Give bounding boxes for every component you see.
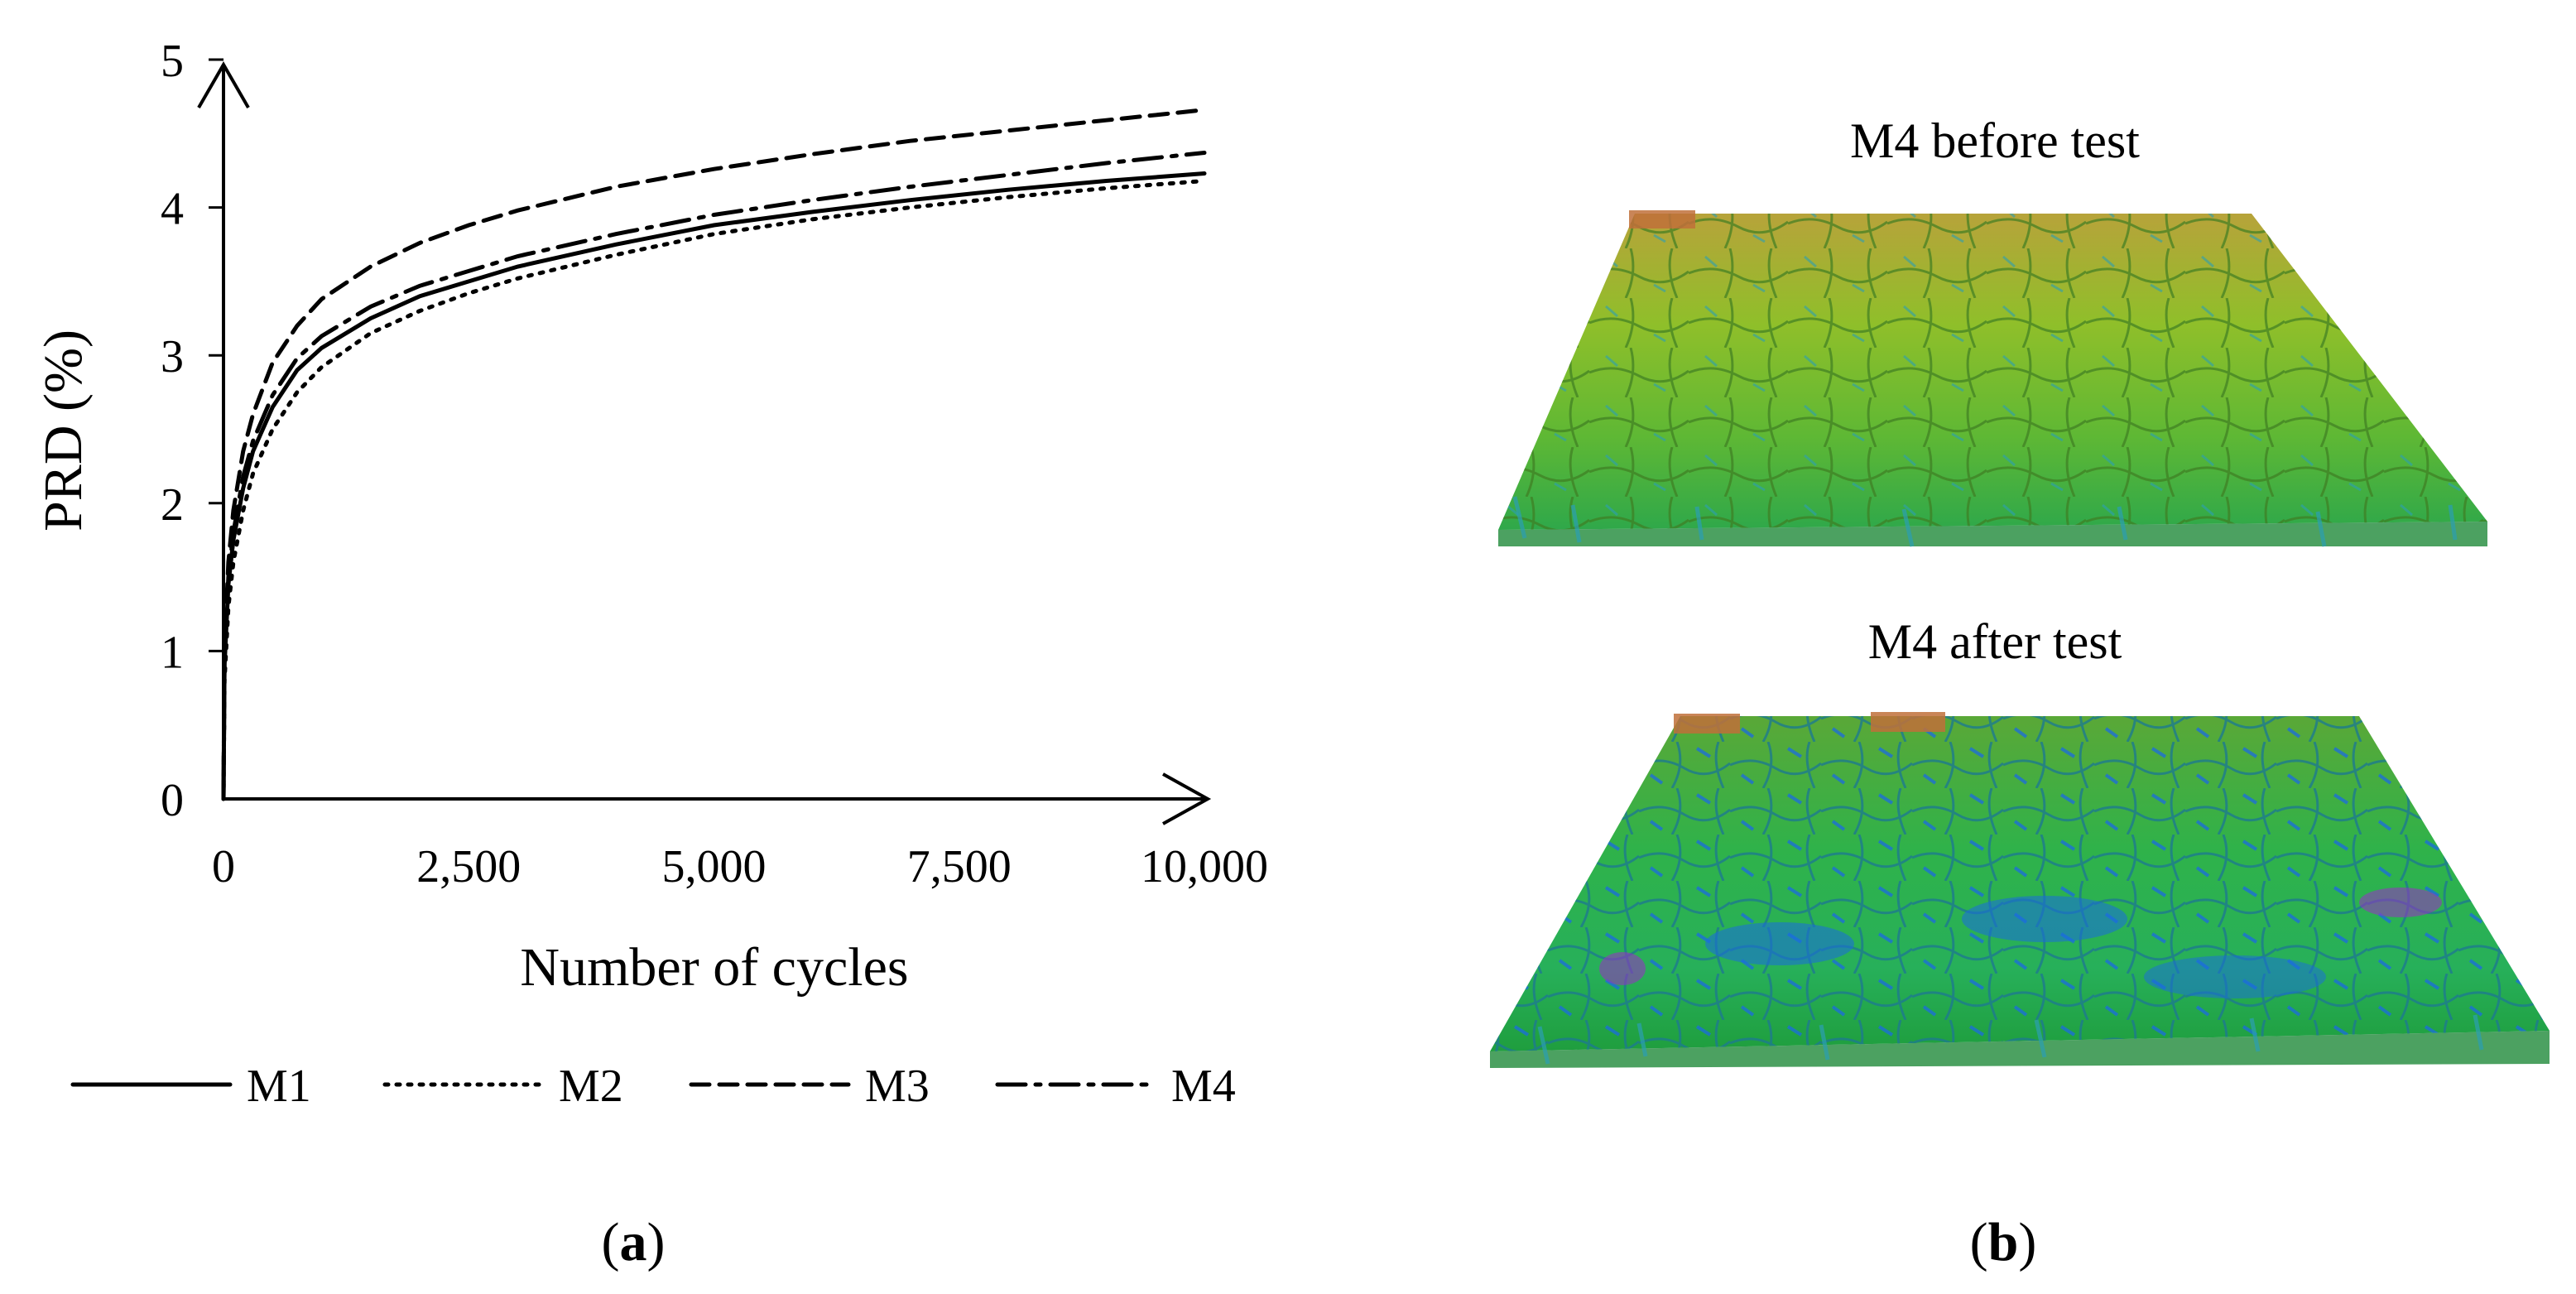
y-tick-label: 4 bbox=[161, 184, 184, 235]
x-tick-label: 7,500 bbox=[907, 841, 1012, 892]
x-tick-labels: 0 2,500 5,000 7,500 10,000 bbox=[212, 841, 1268, 892]
prd-chart: 0 1 2 3 4 5 0 2,500 5,000 7,500 10,000 Number of … bbox=[33, 36, 1268, 1112]
before-test-title: M4 before test bbox=[1850, 113, 2140, 168]
legend-label-m4: M4 bbox=[1171, 1061, 1236, 1112]
x-tick-label: 10,000 bbox=[1141, 841, 1268, 892]
x-tick-label: 5,000 bbox=[662, 841, 767, 892]
y-axis-arrow bbox=[197, 60, 250, 108]
x-tick-label: 0 bbox=[212, 841, 235, 892]
caption-a: (a) bbox=[602, 1212, 666, 1272]
legend: M1 M2 M3 M4 bbox=[70, 1061, 1236, 1112]
y-tick-label: 2 bbox=[161, 479, 184, 531]
x-tick-label: 2,500 bbox=[416, 841, 521, 892]
legend-label-m2: M2 bbox=[559, 1061, 623, 1112]
caption-a-letter: a bbox=[620, 1212, 647, 1272]
series-lines bbox=[221, 108, 1207, 801]
surface-before-image bbox=[1498, 210, 2487, 547]
y-tick-label: 5 bbox=[161, 36, 184, 87]
caption-b: (b) bbox=[1970, 1212, 2037, 1272]
y-tick-labels: 0 1 2 3 4 5 bbox=[161, 36, 223, 826]
series-line-m2 bbox=[221, 179, 1207, 801]
legend-label-m1: M1 bbox=[247, 1061, 311, 1112]
caption-b-letter: b bbox=[1988, 1212, 2019, 1272]
y-tick-label: 3 bbox=[161, 331, 184, 382]
surface-panel: M4 before test M4 after test bbox=[1490, 113, 2550, 1068]
x-axis-arrow bbox=[1162, 772, 1212, 825]
series-line-m3 bbox=[221, 108, 1207, 801]
legend-label-m3: M3 bbox=[865, 1061, 930, 1112]
y-tick-label: 1 bbox=[161, 627, 184, 678]
chart-axes bbox=[197, 60, 1212, 825]
y-tick-label: 0 bbox=[161, 775, 184, 826]
series-line-m4 bbox=[221, 151, 1207, 801]
y-axis-label: PRD (%) bbox=[33, 330, 94, 532]
after-test-title: M4 after test bbox=[1868, 614, 2122, 669]
x-axis-label: Number of cycles bbox=[520, 937, 908, 998]
surface-after-image bbox=[1490, 712, 2550, 1068]
